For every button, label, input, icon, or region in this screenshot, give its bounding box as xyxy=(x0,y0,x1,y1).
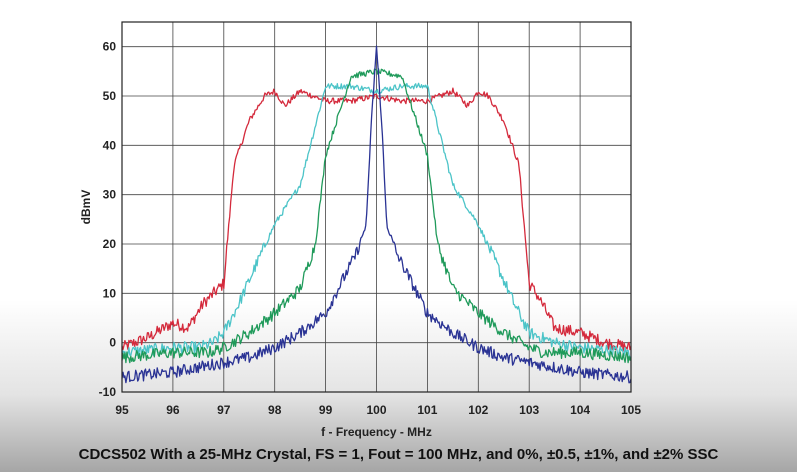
series-line xyxy=(121,87,632,352)
x-tick-label: 103 xyxy=(519,403,539,417)
x-tick-label: 99 xyxy=(319,403,333,417)
y-tick-label: -10 xyxy=(99,385,117,399)
y-tick-label: 50 xyxy=(103,89,117,103)
x-tick-label: 100 xyxy=(366,403,386,417)
y-tick-label: 0 xyxy=(109,336,116,350)
y-tick-label: 30 xyxy=(103,188,117,202)
y-tick-label: 10 xyxy=(103,286,117,300)
figure-caption: CDCS502 With a 25-MHz Crystal, FS = 1, F… xyxy=(78,446,719,463)
x-tick-label: 97 xyxy=(217,403,231,417)
y-tick-label: 40 xyxy=(103,138,117,152)
x-tick-label: 105 xyxy=(621,403,641,417)
x-tick-label: 102 xyxy=(468,403,488,417)
series-line xyxy=(121,68,632,364)
x-axis-title: f - Frequency - MHz xyxy=(321,425,432,439)
x-tick-label: 95 xyxy=(115,403,129,417)
y-tick-label: 60 xyxy=(103,40,117,54)
x-tick-label: 104 xyxy=(570,403,590,417)
y-axis-title: dBmV xyxy=(79,190,93,225)
series-line xyxy=(121,45,632,384)
plot-frame xyxy=(121,21,632,393)
series-group xyxy=(121,45,632,384)
x-tick-label: 98 xyxy=(268,403,282,417)
background-shade xyxy=(0,300,797,472)
y-tick-label: 20 xyxy=(103,237,117,251)
x-tick-label: 101 xyxy=(417,403,437,417)
x-tick-label: 96 xyxy=(166,403,180,417)
series-line xyxy=(121,82,632,359)
grid xyxy=(121,22,632,393)
x-axis-ticks: 95 96 97 98 99 100 101 102 103 104 105 xyxy=(115,403,641,417)
y-axis-ticks: -10 0 10 20 30 40 50 60 xyxy=(99,40,117,399)
